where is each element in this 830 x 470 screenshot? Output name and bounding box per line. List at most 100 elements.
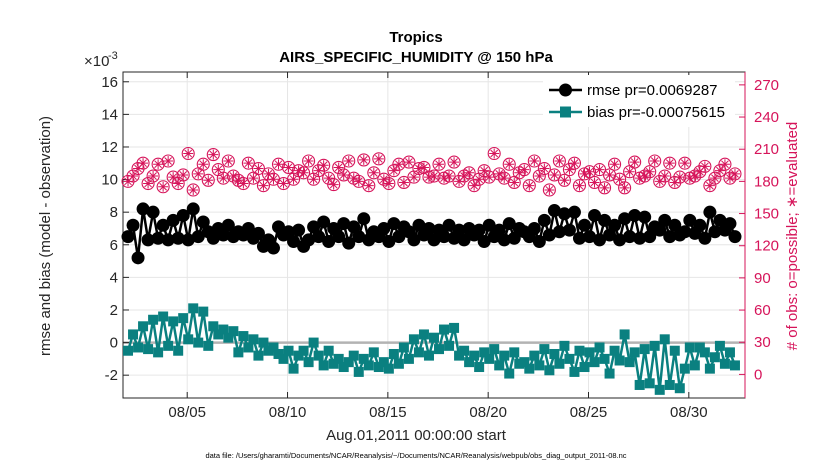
obs-evaluated-point [213,164,224,175]
bias-point [213,329,224,340]
obs-possible-point [221,154,235,168]
rmse-point [382,235,396,249]
obs-evaluated-point [378,174,389,185]
obs-possible-point [557,173,571,187]
obs-possible-point [251,161,265,176]
obs-possible-point [186,183,200,197]
rmse-point [633,231,647,245]
y-axis-label-left: rmse and bias (model - observation) [37,116,54,356]
x-tick-label: 08/20 [469,404,507,421]
bias-point [449,322,460,333]
bias-point [333,353,344,364]
bias-point [629,347,640,358]
obs-evaluated-point [509,177,520,188]
obs-possible-point [572,179,587,193]
obs-evaluated-point [403,157,414,168]
rmse-point [216,228,230,242]
obs-possible-point [532,169,546,183]
bias-point [464,357,475,368]
obs-evaluated-point [499,173,510,184]
rmse-point [532,235,546,249]
rmse-point [191,230,205,244]
rmse-point [171,231,185,245]
obs-possible-point [131,161,145,176]
bias-point [614,355,625,366]
rmse-point [668,218,682,232]
rmse-point [557,207,571,221]
obs-possible-point [151,157,165,171]
obs-possible-point [452,174,466,188]
rmse-point [282,225,296,239]
chart-title: Tropics [389,29,442,46]
y-tick-label-right: 150 [754,206,779,223]
obs-evaluated-point [413,163,424,174]
obs-evaluated-point [418,162,429,173]
bias-point [398,342,409,353]
obs-possible-point [502,157,516,171]
obs-evaluated-point [649,156,660,167]
obs-evaluated-point [474,174,485,185]
rmse-point [166,213,180,227]
bias-point [619,329,630,340]
obs-evaluated-point [298,167,309,178]
bias-point [664,379,675,390]
rmse-point [472,223,486,237]
bias-point [228,326,239,337]
obs-evaluated-point [133,163,144,174]
rmse-point [693,218,707,232]
obs-evaluated-point [484,172,495,183]
obs-evaluated-point [373,153,384,164]
bias-point [353,366,364,377]
obs-evaluated-point [694,166,705,177]
bias-point [669,345,680,356]
rmse-point [302,233,316,247]
y-tick-label-left: 2 [110,302,118,319]
rmse-point [387,217,401,231]
obs-evaluated-point [148,171,159,182]
obs-evaluated-point [534,171,545,182]
y-tick-label-left: 4 [110,269,118,286]
obs-evaluated-point [218,173,229,184]
bias-point [434,344,445,355]
obs-possible-point [382,176,396,191]
obs-evaluated-point [714,165,725,176]
obs-evaluated-point [589,177,600,188]
rmse-point [598,213,612,227]
obs-evaluated-point [328,179,339,190]
rmse-point [141,233,155,247]
obs-possible-point [663,156,677,170]
rmse-point [186,202,200,216]
obs-possible-point [261,167,276,181]
rmse-point [352,230,366,244]
obs-evaluated-point [579,168,590,179]
x-tick-label: 08/25 [570,404,608,421]
obs-evaluated-point [253,163,264,174]
rmse-point [332,230,346,244]
bias-point [514,358,525,369]
bias-point [459,345,470,356]
obs-possible-point [141,176,155,191]
x-tick-label: 08/05 [168,404,206,421]
obs-evaluated-point [368,167,379,178]
bias-point [699,347,710,358]
obs-possible-point [608,157,622,171]
obs-possible-point [628,155,642,169]
bias-point [143,344,154,355]
rmse-point [266,241,280,255]
obs-possible-point [226,169,240,183]
obs-evaluated-point [434,159,445,170]
obs-possible-point [432,157,446,171]
bias-point [504,368,515,379]
obs-evaluated-point [228,171,239,182]
rmse-point [357,212,371,226]
obs-evaluated-point [363,180,374,191]
legend-bias-marker [560,106,571,118]
rmse-point [392,230,406,244]
obs-evaluated-point [549,169,560,180]
obs-evaluated-point [263,168,274,179]
obs-possible-point [312,164,326,178]
obs-evaluated-point [704,180,715,191]
obs-possible-point [728,167,742,181]
bias-point [429,332,439,343]
obs-evaluated-point [529,156,540,167]
